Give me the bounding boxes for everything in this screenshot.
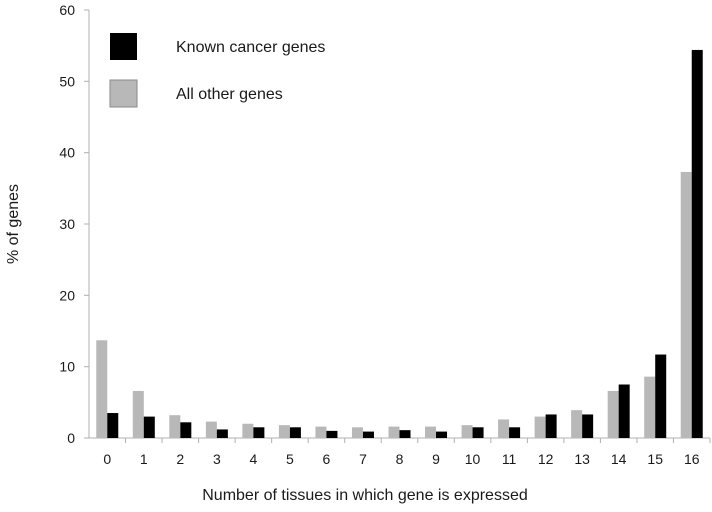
bar-known-cancer-genes bbox=[399, 430, 411, 438]
legend-label: All other genes bbox=[176, 86, 283, 103]
bar-known-cancer-genes bbox=[180, 422, 192, 438]
bar-all-other-genes bbox=[132, 390, 144, 438]
bar-known-cancer-genes bbox=[326, 430, 338, 438]
x-tick-label: 9 bbox=[432, 451, 440, 467]
bar-all-other-genes bbox=[607, 390, 619, 438]
bar-known-cancer-genes bbox=[509, 427, 521, 438]
y-tick-label: 20 bbox=[59, 287, 75, 303]
x-tick-label: 10 bbox=[465, 451, 481, 467]
y-tick-label: 60 bbox=[59, 2, 75, 18]
bar-all-other-genes bbox=[571, 410, 583, 438]
bar-all-other-genes bbox=[205, 421, 217, 438]
x-tick-label: 4 bbox=[249, 451, 257, 467]
x-axis-ticks: 0 1 2 3 4 5 6 7 8 9 10 11 12 13 14 15 16 bbox=[103, 438, 711, 467]
x-tick-label: 12 bbox=[538, 451, 554, 467]
bar-all-other-genes bbox=[461, 425, 473, 438]
bar-all-other-genes bbox=[498, 419, 510, 438]
legend-swatch bbox=[109, 79, 138, 108]
x-tick-label: 0 bbox=[103, 451, 111, 467]
y-tick-label: 50 bbox=[59, 73, 75, 89]
x-tick-label: 8 bbox=[396, 451, 404, 467]
x-tick-label: 14 bbox=[611, 451, 627, 467]
bar-all-other-genes bbox=[644, 376, 656, 438]
bar-known-cancer-genes bbox=[253, 427, 265, 438]
x-tick-label: 11 bbox=[502, 451, 517, 467]
x-axis-label: Number of tissues in which gene is expre… bbox=[202, 487, 528, 504]
legend-known-cancer-genes: Known cancer genes bbox=[110, 33, 325, 60]
bar-known-cancer-genes bbox=[107, 413, 119, 438]
y-tick-label: 10 bbox=[59, 359, 75, 375]
y-tick-label: 40 bbox=[59, 145, 75, 161]
bar-known-cancer-genes bbox=[362, 431, 374, 438]
bar-known-cancer-genes bbox=[545, 414, 557, 438]
x-tick-label: 5 bbox=[286, 451, 294, 467]
bar-known-cancer-genes bbox=[582, 414, 594, 438]
y-tick-label: 0 bbox=[67, 430, 75, 446]
x-tick-label: 3 bbox=[213, 451, 221, 467]
legend-all-other-genes: All other genes bbox=[109, 79, 283, 108]
bar-known-cancer-genes bbox=[472, 427, 484, 438]
x-tick-label: 15 bbox=[647, 451, 663, 467]
bar-known-cancer-genes bbox=[691, 49, 703, 439]
bar-all-other-genes bbox=[169, 415, 181, 438]
y-tick-label: 30 bbox=[59, 216, 75, 232]
bar-all-other-genes bbox=[425, 426, 437, 438]
bar-all-other-genes bbox=[388, 426, 400, 438]
legend-label: Known cancer genes bbox=[176, 39, 325, 56]
x-tick-label: 1 bbox=[140, 451, 148, 467]
x-tick-label: 7 bbox=[359, 451, 367, 467]
bar-known-cancer-genes bbox=[618, 384, 630, 438]
x-tick-label: 2 bbox=[176, 451, 184, 467]
bar-known-cancer-genes bbox=[436, 431, 448, 438]
bar-known-cancer-genes bbox=[143, 416, 155, 438]
bar-all-other-genes bbox=[96, 340, 108, 438]
x-tick-label: 13 bbox=[574, 451, 590, 467]
bars bbox=[96, 49, 703, 439]
y-axis-label: % of genes bbox=[5, 184, 22, 264]
bar-known-cancer-genes bbox=[216, 429, 228, 438]
bar-known-cancer-genes bbox=[289, 427, 301, 438]
x-tick-label: 16 bbox=[684, 451, 700, 467]
bar-all-other-genes bbox=[680, 171, 692, 438]
bar-all-other-genes bbox=[242, 423, 254, 438]
y-axis-ticks: 0 10 20 30 40 50 60 bbox=[59, 2, 89, 446]
x-tick-label: 6 bbox=[323, 451, 331, 467]
bar-all-other-genes bbox=[315, 426, 327, 438]
bar-known-cancer-genes bbox=[655, 354, 667, 438]
legend: Known cancer genes All other genes bbox=[109, 33, 325, 108]
bar-all-other-genes bbox=[351, 427, 363, 438]
axes bbox=[88, 10, 710, 439]
legend-swatch bbox=[110, 33, 137, 60]
bar-all-other-genes bbox=[534, 416, 546, 438]
bar-all-other-genes bbox=[278, 425, 290, 438]
